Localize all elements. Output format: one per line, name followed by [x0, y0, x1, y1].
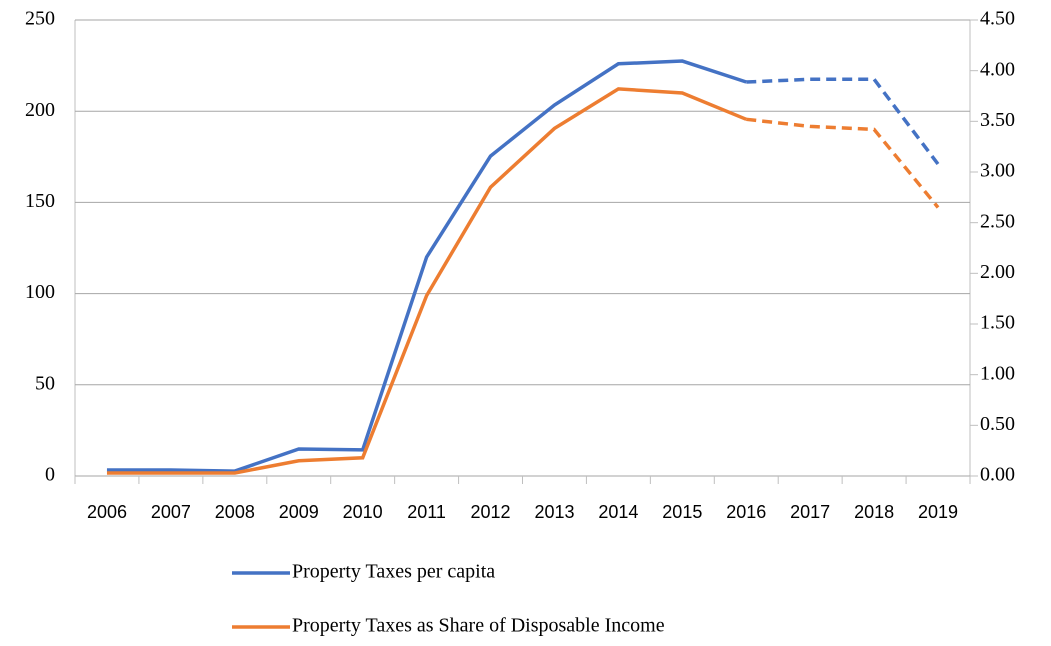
y2-tick-label: 1.50: [980, 312, 1015, 334]
x-tick-label: 2011: [407, 502, 446, 522]
y-tick-label: 150: [25, 190, 55, 212]
x-tick-label: 2010: [343, 502, 383, 522]
y-tick-label: 250: [25, 8, 55, 30]
x-tick-label: 2012: [471, 502, 511, 522]
y2-tick-label: 4.00: [980, 58, 1015, 80]
x-tick-label: 2013: [534, 502, 574, 522]
legend-label: Property Taxes as Share of Disposable In…: [292, 615, 665, 637]
y2-tick-label: 3.50: [980, 109, 1015, 131]
y2-tick-label: 0.00: [980, 464, 1015, 486]
x-tick-label: 2007: [151, 502, 191, 522]
series-line: [106, 59, 747, 473]
x-tick-label: 2008: [215, 502, 255, 522]
y-tick-label: 0: [45, 464, 55, 486]
y2-tick-label: 0.50: [980, 413, 1015, 435]
y2-tick-label: 2.50: [980, 210, 1015, 232]
x-tick-label: 2017: [790, 502, 830, 522]
y-tick-label: 50: [35, 372, 55, 394]
y2-tick-label: 4.50: [980, 8, 1015, 30]
y2-tick-label: 1.00: [980, 362, 1015, 384]
x-tick-label: 2018: [854, 502, 894, 522]
series-line: [106, 87, 747, 475]
legend-label: Property Taxes per capita: [292, 561, 495, 583]
x-tick-label: 2014: [598, 502, 638, 522]
y2-tick-label: 3.00: [980, 160, 1015, 182]
x-tick-label: 2015: [662, 502, 702, 522]
x-tick-label: 2009: [279, 502, 319, 522]
series-line: [746, 117, 940, 209]
series-line: [746, 77, 940, 166]
y2-tick-label: 2.00: [980, 261, 1015, 283]
y-tick-label: 100: [25, 281, 55, 303]
y-tick-label: 200: [25, 99, 55, 121]
x-tick-label: 2016: [726, 502, 766, 522]
x-tick-label: 2019: [918, 502, 958, 522]
x-tick-label: 2006: [87, 502, 127, 522]
